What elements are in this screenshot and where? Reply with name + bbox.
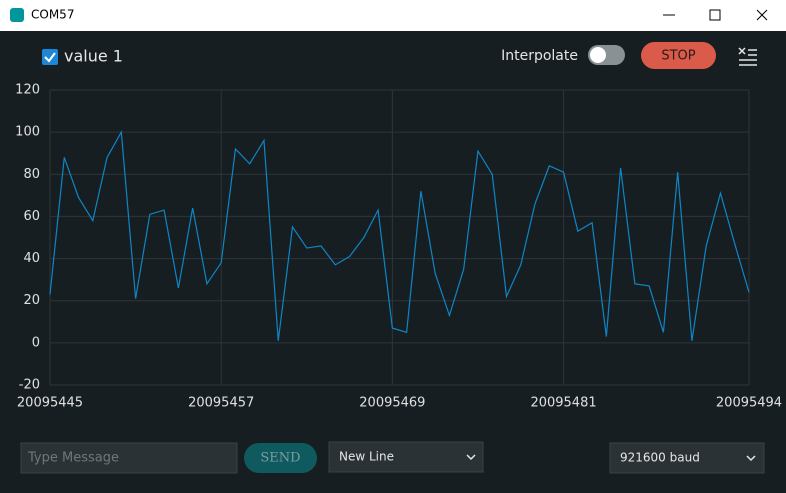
window-title: COM57 — [31, 8, 74, 22]
app-icon — [10, 8, 24, 22]
checkmark — [44, 52, 56, 63]
x-tick-label: 20095481 — [530, 396, 596, 411]
stop-label: STOP — [661, 49, 695, 64]
y-tick-label: -20 — [19, 378, 40, 393]
message-placeholder: Type Message — [27, 451, 119, 466]
x-tick-label: 20095457 — [188, 396, 254, 411]
interpolate-label: Interpolate — [501, 48, 578, 64]
x-tick-label: 20095469 — [359, 396, 425, 411]
y-tick-label: 80 — [23, 167, 40, 182]
x-tick-label: 20095445 — [17, 396, 83, 411]
y-tick-label: 40 — [23, 251, 40, 266]
y-tick-label: 0 — [32, 335, 40, 350]
stop-button[interactable] — [641, 42, 716, 69]
title-bar — [0, 0, 786, 31]
clear-button[interactable] — [738, 47, 757, 66]
legend-label: value 1 — [64, 47, 123, 66]
y-tick-label: 100 — [15, 125, 40, 140]
line-ending-label: New Line — [339, 450, 394, 464]
send-button[interactable] — [244, 443, 317, 473]
toggle-knob — [590, 47, 606, 63]
x-tick-label: 20095494 — [716, 396, 782, 411]
baud-select[interactable] — [609, 442, 765, 474]
y-tick-label: 60 — [23, 209, 40, 224]
y-tick-label: 20 — [23, 293, 40, 308]
close-button[interactable] — [756, 9, 768, 21]
y-tick-label: 120 — [15, 83, 40, 98]
dropdown-arrow — [466, 454, 476, 461]
dropdown-arrow — [746, 455, 756, 462]
maximize-button[interactable] — [709, 9, 721, 21]
baud-label: 921600 baud — [620, 451, 700, 465]
message-input[interactable] — [20, 442, 238, 474]
send-label: SEND — [260, 451, 300, 466]
data-line — [49, 130, 750, 341]
series-checkbox[interactable] — [42, 49, 58, 65]
line-ending-select[interactable] — [328, 441, 484, 473]
